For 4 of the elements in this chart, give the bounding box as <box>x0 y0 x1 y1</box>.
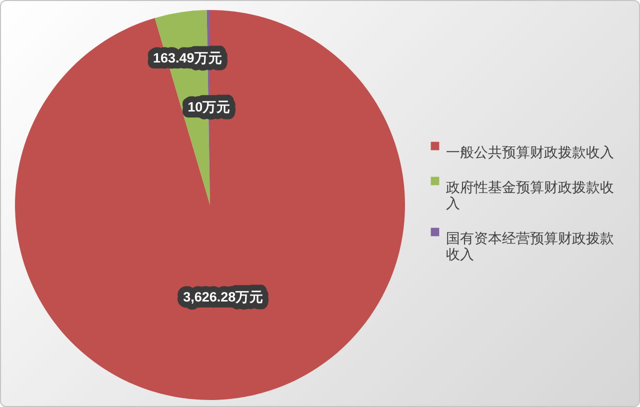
legend-label: 政府性基金预算财政拨款收入 <box>446 180 614 212</box>
pie-slice <box>15 10 405 400</box>
legend-label: 国有资本经营预算财政拨款收入 <box>446 231 614 263</box>
legend-label: 一般公共预算财政拨款收入 <box>446 145 614 161</box>
